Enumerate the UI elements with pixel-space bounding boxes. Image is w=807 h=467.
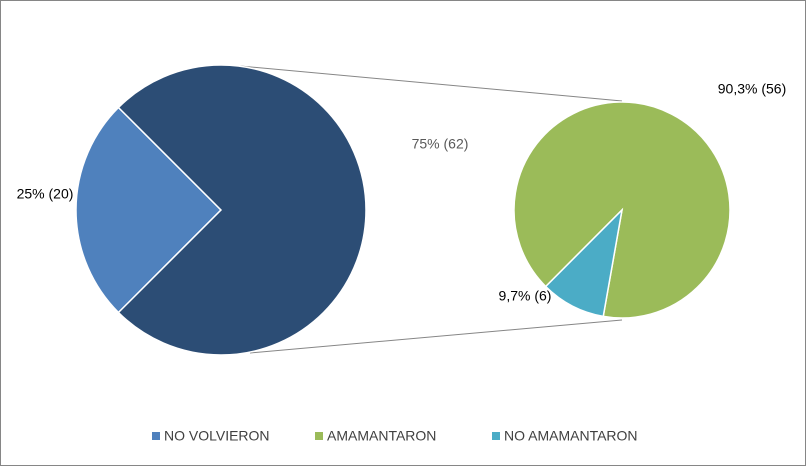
connector-line xyxy=(249,319,623,354)
pie-slice xyxy=(544,207,624,318)
pie-slice xyxy=(75,106,223,314)
connector-line xyxy=(239,65,623,102)
legend-label: NO VOLVIERON xyxy=(164,428,270,444)
legend-label: AMAMANTARON xyxy=(327,428,436,444)
data-label: 25% (20) xyxy=(17,186,74,202)
legend-marker xyxy=(492,432,500,440)
data-label: 9,7% (6) xyxy=(499,288,552,304)
pie-slice xyxy=(117,64,367,356)
legend-label: NO AMAMANTARON xyxy=(504,428,638,444)
legend-marker xyxy=(152,432,160,440)
legend-marker xyxy=(315,432,323,440)
data-label: 75% (62) xyxy=(412,136,469,152)
data-label: 90,3% (56) xyxy=(718,81,786,97)
